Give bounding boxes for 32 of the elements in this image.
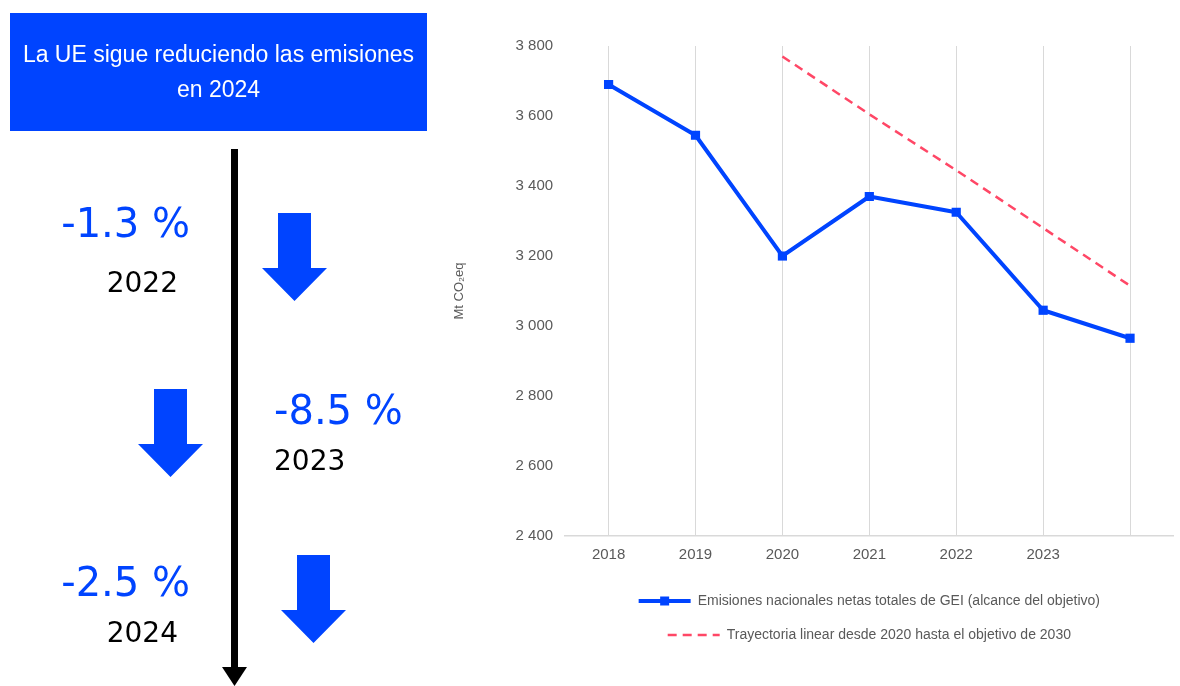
x-tick-label: 2020 <box>765 545 800 563</box>
y-tick-label: 3 200 <box>515 246 554 264</box>
point <box>1125 333 1135 343</box>
x-tick-label: 2018 <box>591 545 626 563</box>
line-series <box>781 55 1132 287</box>
y-tick-label: 2 400 <box>515 526 554 544</box>
y-tick-label: 3 800 <box>515 36 554 54</box>
legend-label: Trayectoria linear desde 2020 hasta el objetivo de 2030 <box>726 625 1072 642</box>
text: 2022 <box>106 266 178 299</box>
text: -8.5 % <box>274 387 403 433</box>
y-tick-label: 3 600 <box>515 106 554 124</box>
point <box>1038 305 1048 315</box>
point <box>864 191 874 202</box>
text: -2.5 % <box>61 559 190 605</box>
x-tick-label: 2022 <box>939 545 973 563</box>
y-tick-label: 3 400 <box>515 176 554 194</box>
y-axis-title: Mt CO₂eq <box>451 262 467 320</box>
x-tick-label: 2019 <box>678 545 713 563</box>
point <box>604 79 614 90</box>
point <box>690 130 701 140</box>
text: 2024 <box>106 616 178 649</box>
text: -1.3 % <box>61 200 190 246</box>
legend-label: Emisiones nacionales netas totales de GEI (alcance del objetivo) <box>697 591 1100 608</box>
text: 2023 <box>274 444 346 477</box>
text: La UE sigue reduciendo las emisiones en 2024 <box>21 40 416 104</box>
x-tick-label: 2023 <box>1026 545 1060 563</box>
y-tick-label: 2 600 <box>515 456 554 474</box>
y-tick-label: 2 800 <box>515 386 554 404</box>
x-tick-label: 2021 <box>852 545 887 563</box>
point <box>777 251 788 261</box>
y-tick-label: 3 000 <box>515 316 554 334</box>
point <box>951 207 961 217</box>
